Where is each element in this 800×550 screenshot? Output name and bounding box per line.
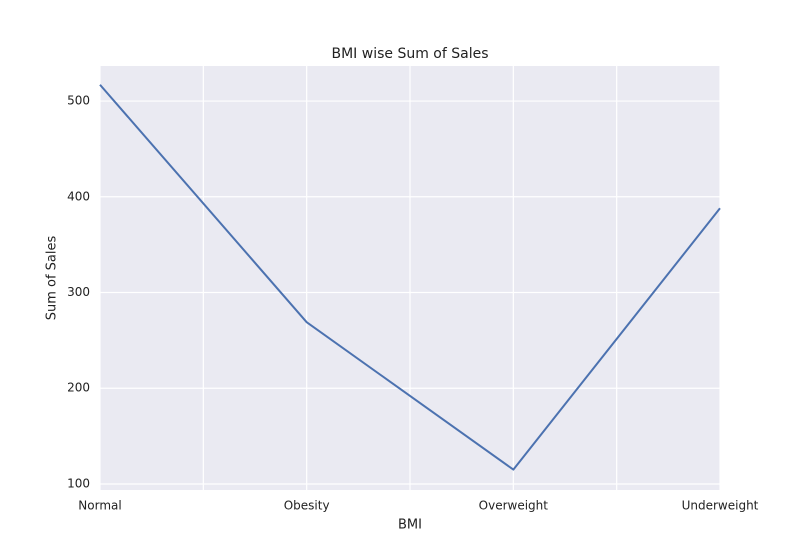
y-tick-label: 100 [67,476,90,490]
y-tick-label: 300 [67,285,90,299]
y-tick-label: 400 [67,189,90,203]
marks [99,84,721,471]
x-axis-label: BMI [398,518,422,533]
x-tick-label: Normal [78,499,121,513]
y-tick-label: 200 [67,381,90,395]
x-tick-label: Obesity [284,499,330,513]
line [99,84,721,471]
x-tick-label: Underweight [682,499,759,513]
grid [99,66,721,490]
y-tick-label: 500 [67,94,90,108]
x-tick-label: Overweight [479,499,549,513]
chart-title: BMI wise Sum of Sales [331,46,488,62]
y-axis-label: Sum of Sales [45,236,60,321]
